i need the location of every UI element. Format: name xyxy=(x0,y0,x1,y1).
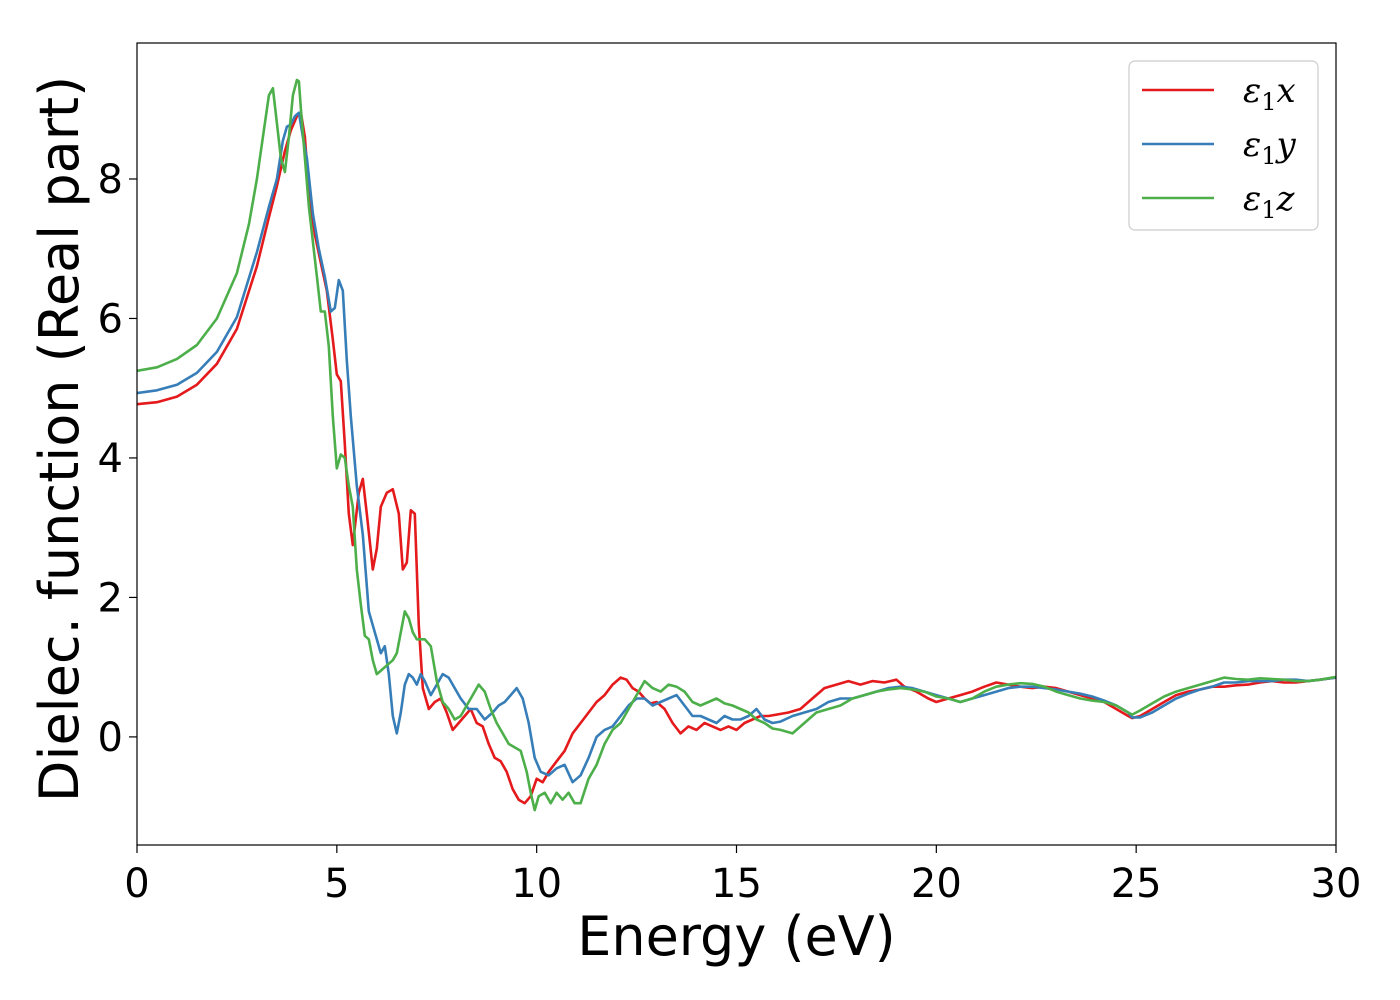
y-axis-ticks: 0 2 4 6 8 xyxy=(98,157,137,761)
legend-box xyxy=(1128,60,1319,231)
legend-label: ε1x xyxy=(1243,71,1296,116)
x-tick-label: 30 xyxy=(1311,861,1362,907)
y-tick-label: 2 xyxy=(98,575,123,621)
series-line-z xyxy=(137,78,1336,812)
legend-label: ε1y xyxy=(1243,125,1297,170)
y-tick-label: 4 xyxy=(98,436,123,482)
x-axis-ticks: 0 5 10 15 20 25 30 xyxy=(124,845,1361,907)
x-tick-label: 20 xyxy=(911,861,962,907)
x-axis-label: Energy (eV) xyxy=(577,905,896,968)
x-tick-label: 15 xyxy=(711,861,762,907)
x-tick-label: 5 xyxy=(324,861,349,907)
legend-label: ε1z xyxy=(1243,179,1296,224)
y-tick-label: 8 xyxy=(98,157,123,203)
legend: ε1x ε1y ε1z xyxy=(1128,60,1319,231)
y-tick-label: 0 xyxy=(98,715,123,761)
x-tick-label: 10 xyxy=(511,861,562,907)
series-layer xyxy=(137,78,1336,812)
y-tick-label: 6 xyxy=(98,296,123,342)
series-line-y xyxy=(137,111,1336,784)
y-axis-label: Dielec. function (Real part) xyxy=(28,76,91,802)
x-tick-label: 25 xyxy=(1111,861,1162,907)
x-tick-label: 0 xyxy=(124,861,149,907)
